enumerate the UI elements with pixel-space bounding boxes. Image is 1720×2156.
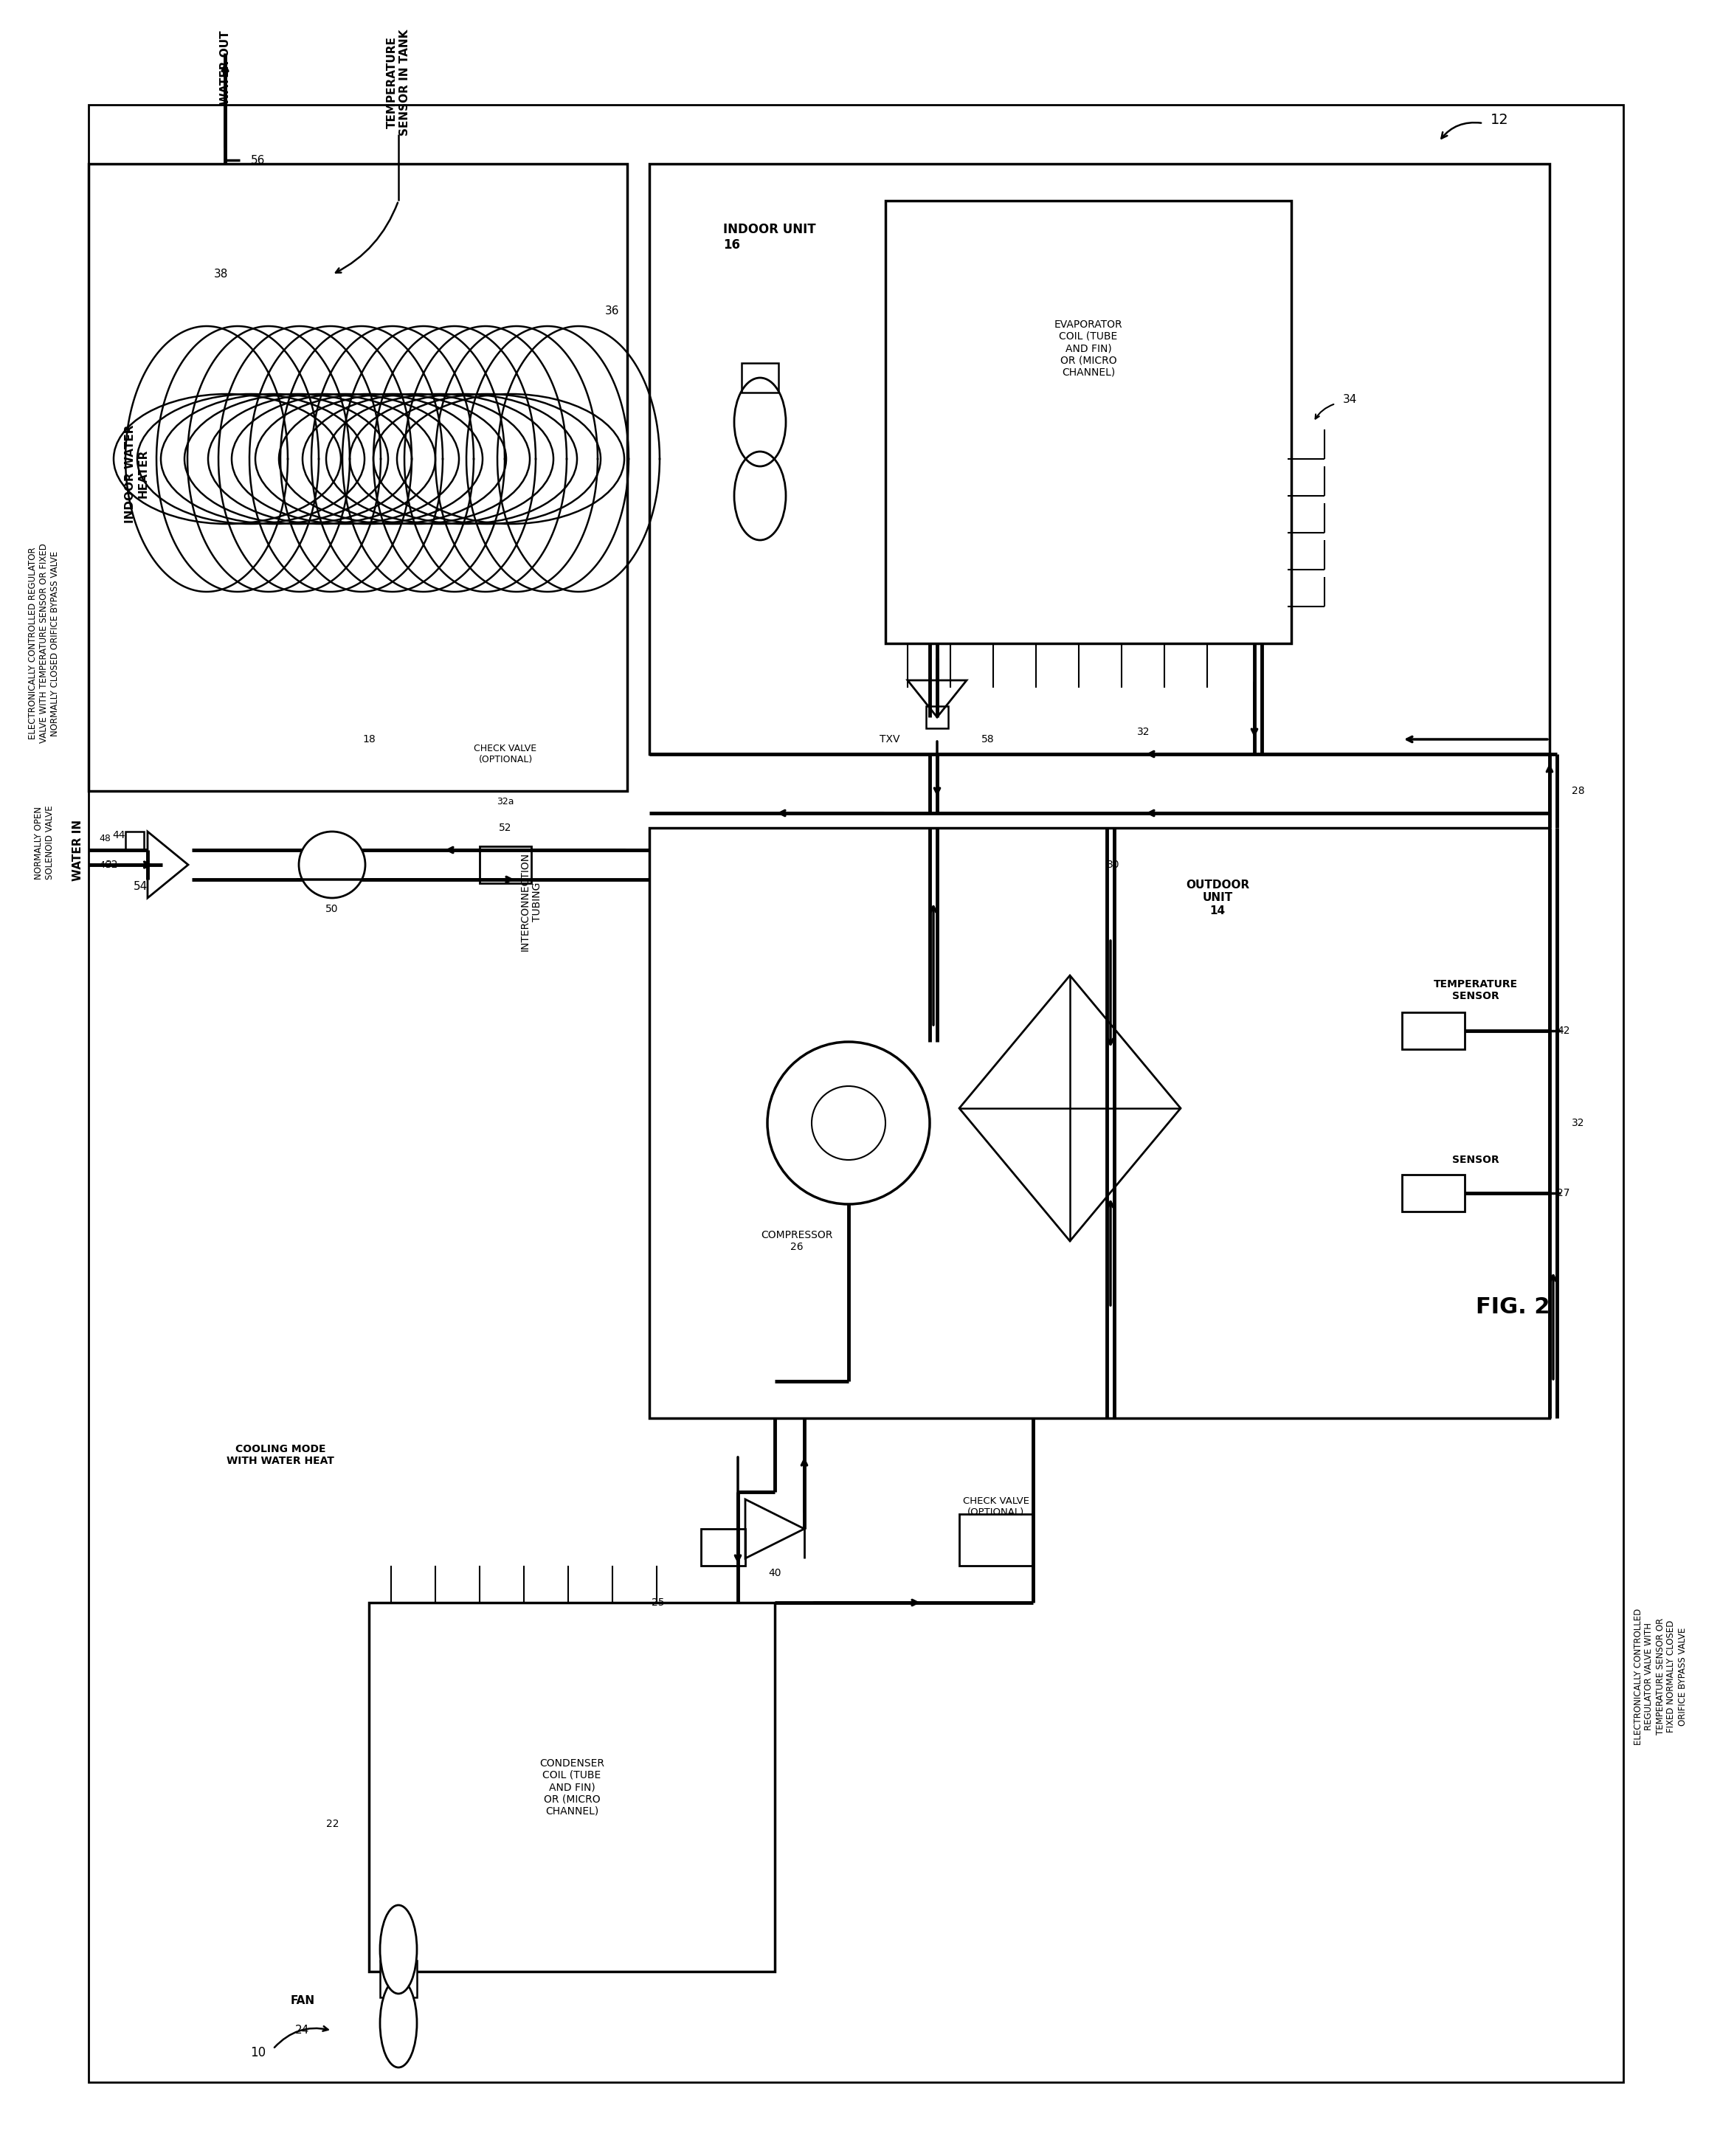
Text: CHECK VALVE
(OPTIONAL): CHECK VALVE (OPTIONAL) xyxy=(475,744,537,765)
Text: OUTDOOR
UNIT
14: OUTDOOR UNIT 14 xyxy=(1185,880,1249,916)
Text: 24: 24 xyxy=(296,2024,310,2035)
Text: 58: 58 xyxy=(982,735,994,744)
Text: 18: 18 xyxy=(363,735,375,744)
Text: EVAPORATOR
COIL (TUBE
AND FIN)
OR (MICRO
CHANNEL): EVAPORATOR COIL (TUBE AND FIN) OR (MICRO… xyxy=(1054,319,1123,377)
Bar xyxy=(88,106,1624,2083)
Bar xyxy=(960,1514,1034,1565)
Text: 40: 40 xyxy=(769,1567,781,1578)
Ellipse shape xyxy=(380,1906,416,1994)
Text: INDOOR WATER
HEATER: INDOOR WATER HEATER xyxy=(124,425,148,524)
Text: TEMPERATURE
SENSOR IN TANK: TEMPERATURE SENSOR IN TANK xyxy=(387,30,411,136)
Bar xyxy=(1402,1175,1465,1212)
Text: INTERCONNECTION
TUBING: INTERCONNECTION TUBING xyxy=(519,852,542,951)
Text: CHECK VALVE
(OPTIONAL): CHECK VALVE (OPTIONAL) xyxy=(963,1496,1029,1518)
Text: 32a: 32a xyxy=(497,798,514,806)
Bar xyxy=(370,1602,774,1971)
Text: ELECTRONICALLY CONTROLLED REGULATOR
VALVE WITH TEMPERATURE SENSOR OR FIXED
NORMA: ELECTRONICALLY CONTROLLED REGULATOR VALV… xyxy=(29,543,60,744)
Text: FIG. 2: FIG. 2 xyxy=(1476,1296,1550,1317)
Ellipse shape xyxy=(380,1979,416,2068)
Bar xyxy=(380,1960,416,1996)
Text: 28: 28 xyxy=(1572,785,1584,796)
Circle shape xyxy=(299,832,365,897)
Text: 12: 12 xyxy=(1491,112,1508,127)
Text: 56: 56 xyxy=(251,155,265,166)
Text: 42: 42 xyxy=(1557,1026,1570,1035)
Text: COMPRESSOR
26: COMPRESSOR 26 xyxy=(760,1229,832,1253)
Text: ELECTRONICALLY CONTROLLED
REGULATOR VALVE WITH
TEMPERATURE SENSOR OR
FIXED NORMA: ELECTRONICALLY CONTROLLED REGULATOR VALV… xyxy=(1634,1608,1687,1744)
Text: CONDENSER
COIL (TUBE
AND FIN)
OR (MICRO
CHANNEL): CONDENSER COIL (TUBE AND FIN) OR (MICRO … xyxy=(540,1757,604,1815)
Text: 32: 32 xyxy=(1137,727,1151,737)
Bar xyxy=(480,847,531,884)
Text: 10: 10 xyxy=(251,2046,267,2059)
Text: 54: 54 xyxy=(132,882,148,893)
Bar xyxy=(88,164,628,791)
Text: NORMALLY OPEN
SOLENOID VALVE: NORMALLY OPEN SOLENOID VALVE xyxy=(34,806,55,880)
Text: 52: 52 xyxy=(499,824,513,832)
Bar xyxy=(126,832,144,849)
Text: 30: 30 xyxy=(1108,860,1120,869)
Bar xyxy=(702,1529,745,1565)
Bar xyxy=(925,707,948,729)
Text: 22: 22 xyxy=(327,1820,339,1828)
Bar xyxy=(1402,1013,1465,1050)
Text: 32: 32 xyxy=(105,860,119,869)
Bar xyxy=(886,201,1292,642)
Text: 32: 32 xyxy=(1572,1117,1584,1128)
Circle shape xyxy=(767,1041,931,1205)
Text: COOLING MODE
WITH WATER HEAT: COOLING MODE WITH WATER HEAT xyxy=(227,1445,334,1466)
Text: TEMPERATURE
SENSOR: TEMPERATURE SENSOR xyxy=(1434,979,1517,1000)
Text: TXV: TXV xyxy=(881,735,900,744)
Text: 50: 50 xyxy=(325,903,339,914)
Bar xyxy=(650,164,1550,755)
Text: FAN: FAN xyxy=(291,1996,315,2007)
Text: 25: 25 xyxy=(652,1598,664,1608)
Text: 38: 38 xyxy=(213,270,229,280)
Text: WATER IN: WATER IN xyxy=(72,819,83,880)
Text: 36: 36 xyxy=(605,306,619,317)
Text: WATER OUT: WATER OUT xyxy=(220,30,230,106)
Text: 48: 48 xyxy=(100,834,110,843)
Text: 27: 27 xyxy=(1557,1188,1570,1199)
Text: 46: 46 xyxy=(100,860,110,869)
Text: 44: 44 xyxy=(112,830,126,841)
Bar xyxy=(741,362,779,392)
Text: INDOOR UNIT
16: INDOOR UNIT 16 xyxy=(722,222,815,252)
Bar xyxy=(650,828,1550,1419)
Text: 34: 34 xyxy=(1343,395,1357,405)
Text: SENSOR: SENSOR xyxy=(1452,1156,1500,1164)
